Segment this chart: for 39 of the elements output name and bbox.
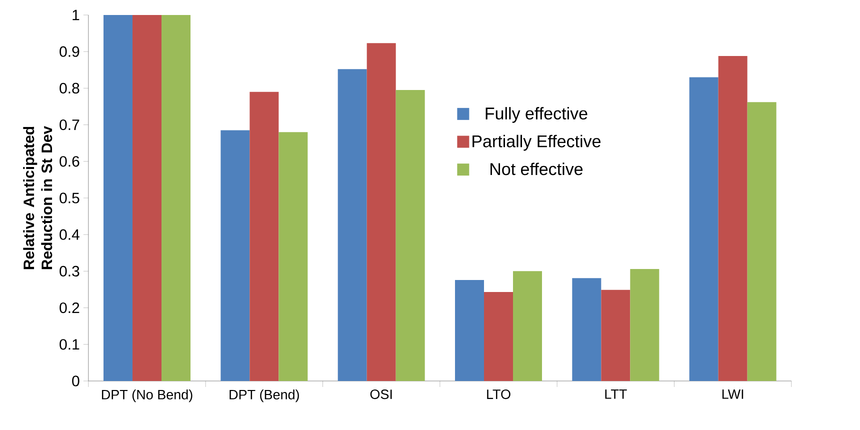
legend-label: Fully effective [486,107,588,123]
bar [250,92,279,381]
y-tick-label: 0.6 [60,156,80,167]
bar [220,130,250,381]
bar [396,90,425,381]
bar [718,56,748,381]
x-tick-label: LTO [487,390,510,400]
y-tick-label: 0.3 [60,266,80,276]
y-tick-label: 0.8 [60,82,80,94]
y-tick-label: 0.9 [60,46,80,57]
bar [630,268,660,381]
bar [162,14,191,381]
x-tick-label: DPT (No Bend) [102,390,192,402]
bar [278,132,308,381]
y-tick-label: 0.4 [60,229,80,240]
y-tick-label: 0.1 [60,339,80,350]
x-tick-label: LWI [722,390,744,399]
y-tick-label: 0.2 [60,302,80,314]
y-tick-label: 0 [72,376,80,386]
y-tick-label: 0.7 [60,119,80,130]
bar [513,271,542,381]
bar [132,14,162,381]
legend-label: Not effective [490,162,583,176]
bar [366,43,396,381]
y-axis-title: Relative Anticipated Reduction in St Dev [23,126,52,270]
x-tick-label: LTT [605,390,627,399]
bar [484,292,513,381]
bar [338,69,367,381]
legend-label: Partially Effective [472,134,600,151]
bar [689,77,718,381]
bar [601,290,630,381]
bar [747,102,776,381]
y-tick-label: 1 [72,10,80,20]
x-tick-label: OSI [370,390,392,400]
x-tick-label: DPT (Bend) [230,390,299,402]
bar [572,278,602,381]
y-tick-label: 0.5 [60,192,80,204]
bar [455,280,484,381]
bar [104,14,133,381]
